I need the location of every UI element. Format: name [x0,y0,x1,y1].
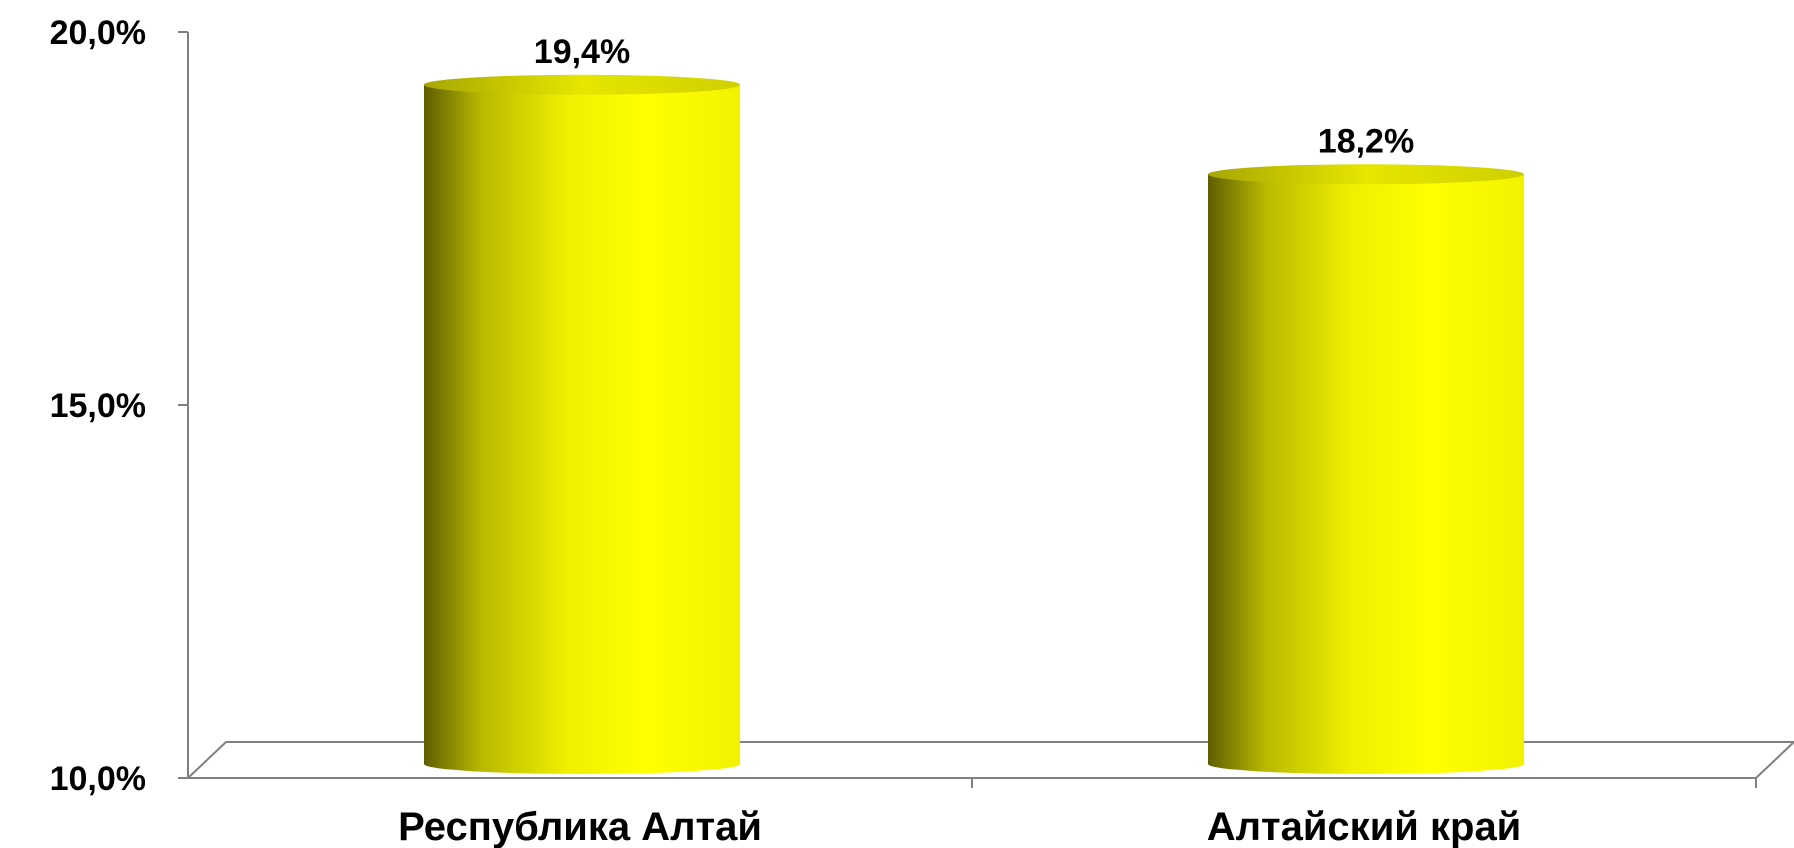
y-tick-label: 15,0% [50,387,146,425]
bar [1208,164,1524,774]
data-label: 19,4% [534,33,630,71]
x-category-label: Республика Алтай [398,805,762,848]
x-axis: Республика Алтай Алтайский край [398,778,1757,848]
y-axis: 10,0% 15,0% 20,0% [50,14,188,798]
bar-body [424,84,740,774]
bar-top-cap [1208,164,1524,185]
bar-top-cap [424,74,740,95]
x-category-label: Алтайский край [1207,805,1522,848]
data-labels: 19,4% 18,2% [534,33,1414,161]
y-tick-label: 10,0% [50,760,146,798]
y-tick-label: 20,0% [50,14,146,52]
bar-body [1208,174,1524,774]
data-label: 18,2% [1318,122,1414,160]
bars [424,74,1524,774]
bar [424,74,740,774]
